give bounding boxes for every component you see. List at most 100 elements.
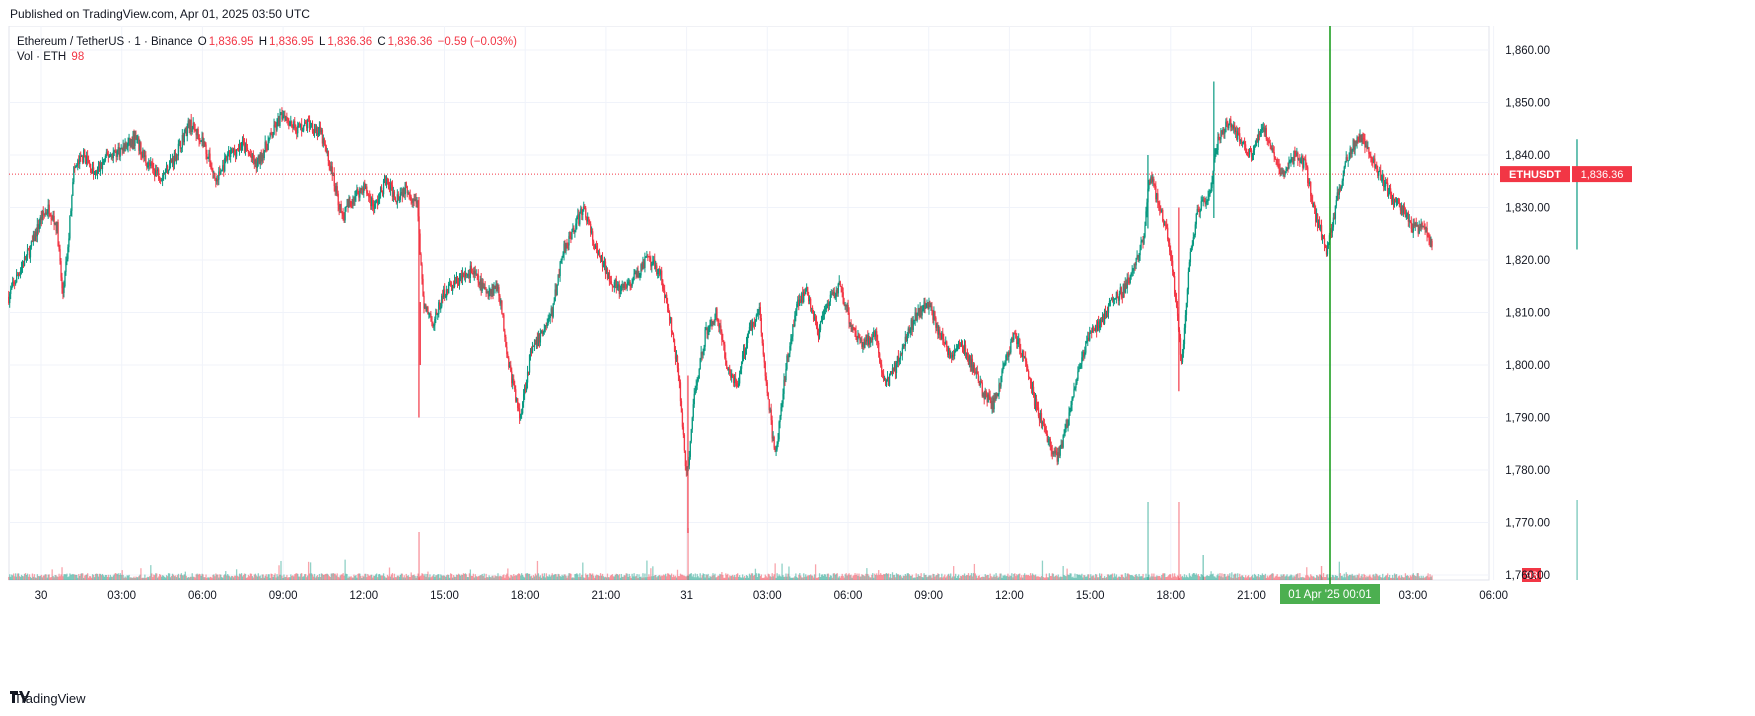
volume-bar: [375, 574, 377, 580]
candle-body: [613, 282, 616, 288]
candle-body: [1012, 337, 1014, 340]
volume-bar: [493, 577, 495, 580]
candle-body: [374, 203, 376, 209]
candle-body: [872, 336, 874, 340]
volume-bar: [808, 575, 810, 580]
volume-bar: [96, 573, 99, 580]
candle-body: [594, 245, 597, 249]
candle-body: [1258, 133, 1261, 135]
candle-body: [1364, 139, 1366, 148]
volume-bar: [1042, 576, 1045, 580]
footer-brand[interactable]: TradingView: [14, 691, 86, 706]
x-tick-label: 09:00: [269, 590, 298, 602]
candle-body: [163, 173, 166, 175]
candle-body: [1151, 176, 1153, 182]
candle-body: [726, 364, 728, 369]
y-tick-label: 1,770.00: [1505, 518, 1550, 530]
candle-body: [838, 281, 840, 284]
candle-body: [1370, 155, 1372, 159]
candle-body: [67, 247, 69, 259]
candle-body: [733, 376, 735, 384]
candle-body: [1365, 145, 1367, 148]
candle-body: [16, 274, 18, 283]
volume-bar: [578, 577, 580, 580]
candle-body: [940, 335, 942, 339]
volume-bar: [262, 574, 264, 580]
volume-bar: [1028, 575, 1031, 580]
candle-body: [1158, 202, 1160, 206]
candle-body: [816, 326, 819, 335]
volume-bar: [671, 577, 674, 580]
candle-body: [336, 186, 338, 194]
volume-bar: [1119, 577, 1122, 580]
volume-bar: [471, 575, 473, 580]
candle-body: [205, 144, 207, 155]
volume-bar: [379, 575, 382, 580]
legend-h-value: 1,836.95: [269, 36, 314, 48]
candle-body: [749, 321, 752, 327]
candle-body: [1227, 122, 1229, 129]
volume-bar: [305, 573, 307, 580]
candle-body: [1289, 160, 1291, 162]
candle-body: [1270, 145, 1272, 150]
candle-body: [654, 259, 656, 269]
volume-bar: [1313, 576, 1315, 580]
volume-bar: [679, 573, 682, 580]
volume-bar: [527, 573, 530, 580]
volume-bar: [884, 573, 887, 580]
candle-body: [1176, 306, 1179, 316]
volume-bar: [1153, 573, 1155, 580]
chart-area[interactable]: ETHUSDT 1,836.36 98 01 Apr '25 00:01 1,860.…: [0, 26, 1755, 716]
volume-bar: [825, 576, 828, 580]
candle-body: [517, 398, 519, 408]
candle-body: [19, 270, 22, 275]
candle-body: [1396, 199, 1399, 202]
volume-bar: [1206, 575, 1208, 580]
volume-bar: [724, 577, 726, 580]
candle-body: [911, 319, 913, 330]
candle-body: [120, 147, 122, 149]
volume-bar: [625, 573, 627, 580]
volume-bar: [1349, 574, 1351, 580]
candle-body: [293, 121, 295, 129]
candle-body: [621, 283, 623, 286]
volume-bar: [507, 568, 509, 580]
volume-bar: [478, 575, 480, 580]
candle-body: [1324, 244, 1327, 248]
volume-bar: [460, 574, 463, 580]
volume-bar: [1002, 575, 1004, 580]
volume-bar: [660, 576, 662, 580]
volume-bar: [872, 573, 874, 580]
candle-body: [1011, 337, 1013, 342]
volume-bar: [1316, 575, 1319, 580]
volume-bar: [950, 573, 952, 580]
volume-bar: [912, 577, 914, 580]
volume-bar: [651, 576, 653, 580]
candle-body: [734, 378, 736, 384]
candle-body: [40, 217, 42, 221]
volume-bar: [865, 573, 867, 580]
volume-bar: [75, 574, 77, 580]
volume-bar: [280, 560, 282, 580]
volume-bar: [1430, 576, 1432, 580]
candle-body: [1291, 158, 1293, 160]
volume-bar: [275, 577, 277, 580]
candle-body: [1412, 223, 1414, 233]
volume-bar: [949, 575, 951, 580]
volume-bar: [247, 574, 250, 580]
candle-body: [272, 134, 274, 138]
candle-body: [573, 227, 575, 233]
volume-bar: [685, 576, 688, 580]
candle-body: [88, 160, 90, 163]
volume-bar: [1171, 577, 1173, 580]
candle-body: [203, 142, 205, 144]
candle-body: [1027, 371, 1030, 377]
candle-body: [429, 313, 431, 315]
volume-bar: [188, 577, 190, 580]
volume-bar: [1362, 577, 1364, 580]
candle-body: [1209, 192, 1211, 194]
candle-body: [54, 223, 56, 225]
volume-bar: [506, 573, 508, 580]
volume-bar: [1391, 575, 1394, 580]
